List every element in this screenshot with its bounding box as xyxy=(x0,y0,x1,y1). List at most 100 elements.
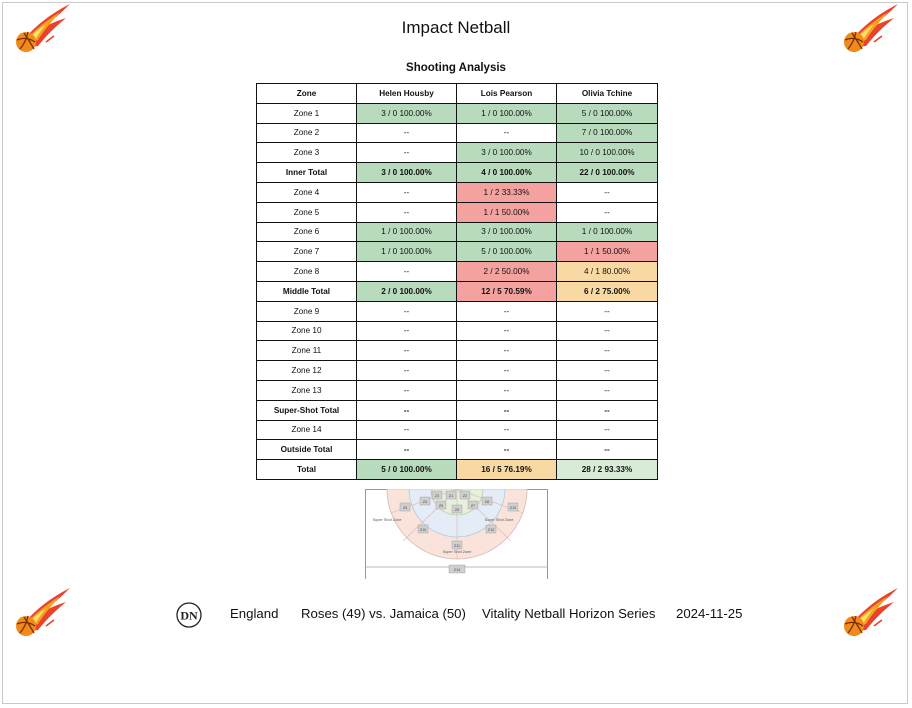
zone-label-cell: Zone 2 xyxy=(256,122,357,144)
player-stat-cell: 1 / 0 100.00% xyxy=(456,102,557,124)
footer-competition: Vitality Netball Horizon Series xyxy=(482,606,656,621)
table-row: Zone 4 -- 1 / 2 33.33% -- xyxy=(256,181,658,203)
report-subtitle: Shooting Analysis xyxy=(406,62,506,74)
player-stat-cell: -- xyxy=(556,360,658,381)
player-stat-cell: -- xyxy=(556,379,658,401)
table-row: Zone 9 -- -- -- xyxy=(256,300,658,322)
player-stat-cell: -- xyxy=(456,340,557,362)
court-area-label: Super Shot Zone xyxy=(373,518,402,522)
zone-label-cell: Zone 12 xyxy=(256,360,357,381)
table-row: Zone 5 -- 1 / 1 50.00% -- xyxy=(256,201,658,223)
player-stat-cell: -- xyxy=(556,300,658,322)
player-stat-cell: -- xyxy=(556,201,658,223)
player-stat-cell: 1 / 2 33.33% xyxy=(456,181,557,203)
player-stat-cell: -- xyxy=(456,300,557,322)
svg-text:Z4: Z4 xyxy=(423,500,427,504)
table-row: Zone 14 -- -- -- xyxy=(256,419,658,441)
player-stat-cell: 5 / 0 100.00% xyxy=(356,459,457,480)
table-total-row: Total 5 / 0 100.00% 16 / 5 76.19% 28 / 2 93… xyxy=(256,459,658,480)
zone-label-cell: Outside Total xyxy=(256,439,357,461)
player-stat-cell: 1 / 0 100.00% xyxy=(556,221,658,243)
player-stat-cell: 1 / 0 100.00% xyxy=(356,241,457,263)
player-stat-cell: -- xyxy=(356,439,457,461)
svg-text:Z3: Z3 xyxy=(435,494,439,498)
player-stat-cell: 4 / 1 80.00% xyxy=(556,261,658,282)
player-stat-cell: -- xyxy=(456,320,557,342)
player-stat-cell: 6 / 2 75.00% xyxy=(556,280,658,302)
player-stat-cell: -- xyxy=(356,360,457,381)
court-zone-marker: Z10 xyxy=(417,524,429,534)
table-total-row: Outside Total -- -- -- xyxy=(256,439,658,461)
player-stat-cell: 1 / 1 50.00% xyxy=(456,201,557,223)
player-stat-cell: -- xyxy=(356,261,457,282)
column-header-zone: Zone xyxy=(256,83,357,104)
zone-label-cell: Zone 5 xyxy=(256,201,357,223)
page-footer: DN England Roses (49) vs. Jamaica (50) V… xyxy=(0,600,912,628)
table-row: Zone 10 -- -- -- xyxy=(256,320,658,342)
player-stat-cell: -- xyxy=(556,399,658,421)
zone-label-cell: Inner Total xyxy=(256,162,357,183)
player-stat-cell: 5 / 0 100.00% xyxy=(556,102,658,124)
zone-label-cell: Zone 8 xyxy=(256,261,357,282)
svg-text:Z6: Z6 xyxy=(455,508,459,512)
column-header-player: Olivia Tchine xyxy=(556,83,658,104)
svg-text:Z13: Z13 xyxy=(510,506,516,510)
court-zone-marker: Z7 xyxy=(467,500,479,510)
player-stat-cell: 3 / 0 100.00% xyxy=(356,102,457,124)
svg-text:Z7: Z7 xyxy=(471,504,475,508)
zone-label-cell: Zone 1 xyxy=(256,102,357,124)
zone-label-cell: Zone 11 xyxy=(256,340,357,362)
netball-fireball-logo-bottom-right xyxy=(838,586,900,640)
player-stat-cell: -- xyxy=(356,340,457,362)
svg-text:Z11: Z11 xyxy=(454,544,460,548)
zone-label-cell: Zone 4 xyxy=(256,181,357,203)
dn-monogram-text: DN xyxy=(180,609,198,623)
svg-text:Z2: Z2 xyxy=(463,494,467,498)
svg-text:Z14: Z14 xyxy=(454,568,460,572)
player-stat-cell: -- xyxy=(456,419,557,441)
footer-date: 2024-11-25 xyxy=(676,606,743,621)
column-header-player: Lois Pearson xyxy=(456,83,557,104)
shooting-analysis-table: Zone Helen Housby Lois Pearson Olivia Tc… xyxy=(256,83,658,480)
court-zone-marker: Z8 xyxy=(481,496,493,506)
player-stat-cell: -- xyxy=(356,419,457,441)
player-stat-cell: 1 / 1 50.00% xyxy=(556,241,658,263)
svg-text:Z12: Z12 xyxy=(488,528,494,532)
player-stat-cell: 12 / 5 70.59% xyxy=(456,280,557,302)
court-zone-marker: Z3 xyxy=(431,490,443,500)
zone-label-cell: Zone 13 xyxy=(256,379,357,401)
player-stat-cell: -- xyxy=(356,201,457,223)
svg-text:Z10: Z10 xyxy=(420,528,426,532)
player-stat-cell: -- xyxy=(356,142,457,164)
court-area-label: Super Shot Zone xyxy=(485,518,514,522)
court-zone-markers: Z1 Z2 Z3 Z4 Z5 Z6 Z7 Z8 Z9 Z10 Z11 Z12 Z13 Z14 xyxy=(399,490,519,574)
zone-label-cell: Middle Total xyxy=(256,280,357,302)
court-zone-marker: Z6 xyxy=(451,504,463,514)
court-zone-marker: Z4 xyxy=(419,496,431,506)
player-stat-cell: -- xyxy=(556,439,658,461)
court-zone-marker: Z2 xyxy=(459,490,471,500)
player-stat-cell: -- xyxy=(356,300,457,322)
dn-monogram-logo: DN xyxy=(176,602,202,628)
court-zone-marker: Z13 xyxy=(507,502,519,512)
player-stat-cell: 16 / 5 76.19% xyxy=(456,459,557,480)
player-stat-cell: -- xyxy=(556,340,658,362)
table-total-row: Super-Shot Total -- -- -- xyxy=(256,399,658,421)
table-total-row: Inner Total 3 / 0 100.00% 4 / 0 100.00% 22 … xyxy=(256,162,658,183)
svg-text:Z1: Z1 xyxy=(449,494,453,498)
player-stat-cell: -- xyxy=(456,399,557,421)
table-total-row: Middle Total 2 / 0 100.00% 12 / 5 70.59% 6 … xyxy=(256,280,658,302)
court-zone-marker: Z11 xyxy=(451,540,463,550)
svg-text:Z9: Z9 xyxy=(403,506,407,510)
player-stat-cell: -- xyxy=(356,181,457,203)
player-stat-cell: -- xyxy=(356,399,457,421)
zone-label-cell: Zone 3 xyxy=(256,142,357,164)
court-zone-marker: Z1 xyxy=(445,490,457,500)
player-stat-cell: -- xyxy=(356,379,457,401)
player-stat-cell: 3 / 0 100.00% xyxy=(356,162,457,183)
table-row: Zone 2 -- -- 7 / 0 100.00% xyxy=(256,122,658,144)
svg-text:Z5: Z5 xyxy=(439,504,443,508)
footer-team: England xyxy=(230,606,279,621)
zone-label-cell: Total xyxy=(256,459,357,480)
